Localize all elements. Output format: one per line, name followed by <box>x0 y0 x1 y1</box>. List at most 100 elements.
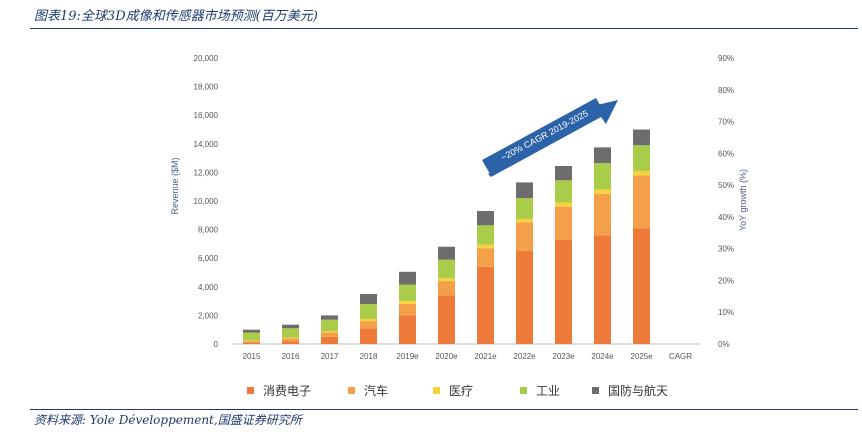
bar-segment <box>282 337 299 339</box>
legend-swatch <box>348 387 355 394</box>
x-tick-label: CAGR <box>669 352 692 361</box>
bar-segment <box>360 303 377 319</box>
x-tick-label: 2020e <box>435 352 458 361</box>
cagr-arrow-body <box>482 98 604 174</box>
figure-title: 图表19:全球3D成像和传感器市场预测(百万美元) <box>34 9 318 24</box>
bar-segment <box>360 321 377 329</box>
bar-segment <box>555 165 572 181</box>
cagr-arrow-shape <box>488 100 618 177</box>
bar-segment <box>282 338 299 342</box>
x-tick-label: 2015 <box>243 352 261 361</box>
bar-segment <box>360 318 377 322</box>
y-tick-label: 0 <box>214 340 219 349</box>
y2-tick-label: 60% <box>718 149 734 158</box>
bars-group <box>243 129 650 344</box>
bar-segment <box>282 341 299 344</box>
bar-segment <box>399 315 416 344</box>
bar-segment <box>594 147 611 164</box>
bar-segment <box>633 175 650 229</box>
y-axis-ticks: 0 2,000 4,000 6,000 8,000 10,000 12,000 14,000 1… <box>194 54 219 349</box>
bar-segment <box>516 182 533 199</box>
y2-axis-title: YoY growth (%) <box>738 169 748 231</box>
y2-axis-ticks: 0% 10% 20% 30% 40% 50% 60% 70% 80% 90% <box>718 54 734 349</box>
bar-segment <box>477 225 494 245</box>
y2-tick-label: 70% <box>718 118 734 127</box>
bar-segment <box>321 331 338 333</box>
bar-segment <box>282 328 299 338</box>
bar-segment <box>438 246 455 260</box>
x-tick-label: 2021e <box>474 352 497 361</box>
y2-tick-label: 40% <box>718 213 734 222</box>
bar-segment <box>399 301 416 304</box>
bar-segment <box>555 180 572 203</box>
bar-segment <box>477 211 494 226</box>
figure-source: 资料来源: Yole Développement,国盛证券研究所 <box>34 413 302 427</box>
x-axis-ticks: 2015 2016 2017 2018 2019e 2020e 2021e 2022e 2023… <box>243 352 693 361</box>
x-tick-label: 2022e <box>513 352 536 361</box>
bar-segment <box>243 342 260 344</box>
bar-segment <box>477 248 494 267</box>
bar-segment <box>438 295 455 344</box>
y-tick-label: 12,000 <box>194 168 219 177</box>
bar-segment <box>633 228 650 344</box>
y2-tick-label: 90% <box>718 54 734 63</box>
bar-segment <box>516 222 533 252</box>
legend-swatch <box>520 387 527 394</box>
legend-label: 工业 <box>536 384 560 398</box>
cagr-annotation: ~20% CAGR 2019-2025 <box>499 108 590 163</box>
y-tick-label: 8,000 <box>198 226 219 235</box>
bar-segment <box>633 129 650 146</box>
title-rule <box>30 28 858 29</box>
bar-segment <box>399 284 416 302</box>
y2-tick-label: 20% <box>718 276 734 285</box>
y2-tick-label: 80% <box>718 86 734 95</box>
bar-segment <box>516 251 533 344</box>
bar-segment <box>555 202 572 207</box>
x-tick-label: 2019e <box>396 352 419 361</box>
bar-segment <box>438 281 455 296</box>
legend-label: 国防与航天 <box>608 383 668 398</box>
x-tick-label: 2023e <box>552 352 575 361</box>
bar-segment <box>594 193 611 236</box>
bar-segment <box>594 163 611 190</box>
bar-segment <box>243 332 260 341</box>
bar-segment <box>633 170 650 176</box>
x-tick-label: 2017 <box>321 352 339 361</box>
y2-tick-label: 10% <box>718 308 734 317</box>
bar-segment <box>321 315 338 320</box>
bar-segment <box>477 244 494 249</box>
bar-segment <box>399 303 416 316</box>
bar-segment <box>438 278 455 282</box>
x-tick-label: 2018 <box>360 352 378 361</box>
bar-segment <box>243 341 260 343</box>
bar-segment <box>594 235 611 344</box>
bar-segment <box>243 340 260 342</box>
y2-tick-label: 30% <box>718 245 734 254</box>
bar-segment <box>360 328 377 344</box>
y-tick-label: 10,000 <box>194 197 219 206</box>
legend-swatch <box>592 387 599 394</box>
legend-label: 消费电子 <box>263 384 311 398</box>
y-tick-label: 6,000 <box>198 254 219 263</box>
bar-segment <box>321 332 338 337</box>
bar-segment <box>516 218 533 223</box>
y-tick-label: 2,000 <box>198 311 219 320</box>
bar-segment <box>243 329 260 333</box>
bar-segment <box>399 271 416 285</box>
bar-segment <box>360 293 377 304</box>
legend-label: 汽车 <box>364 383 388 398</box>
bar-segment <box>516 198 533 219</box>
x-tick-label: 2024e <box>591 352 614 361</box>
bar-segment <box>438 259 455 279</box>
legend-swatch <box>247 387 254 394</box>
y-tick-label: 16,000 <box>194 111 219 120</box>
y-tick-label: 18,000 <box>194 83 219 92</box>
source-rule <box>30 409 858 410</box>
y-tick-label: 14,000 <box>194 140 219 149</box>
bar-segment <box>594 189 611 194</box>
y-tick-label: 4,000 <box>198 283 219 292</box>
x-tick-label: 2016 <box>282 352 300 361</box>
legend-swatch <box>433 387 440 394</box>
y2-tick-label: 0% <box>718 340 730 349</box>
